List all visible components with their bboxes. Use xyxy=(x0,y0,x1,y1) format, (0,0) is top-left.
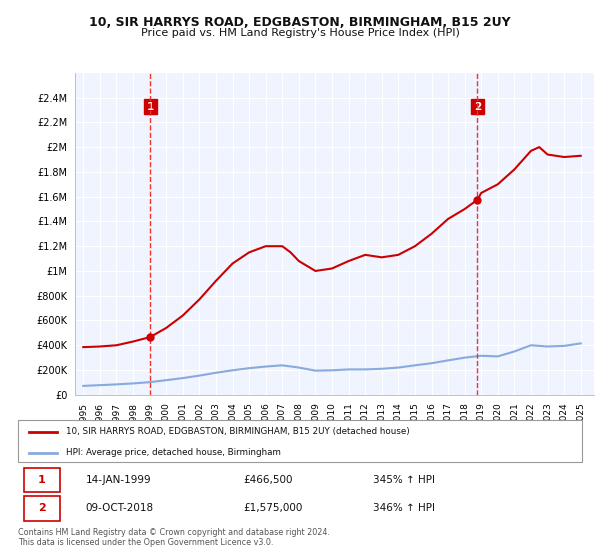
Text: 1: 1 xyxy=(38,475,46,485)
Text: 1: 1 xyxy=(146,101,154,111)
Text: 2: 2 xyxy=(474,101,481,111)
Text: £466,500: £466,500 xyxy=(244,475,293,485)
FancyBboxPatch shape xyxy=(23,468,60,492)
Text: HPI: Average price, detached house, Birmingham: HPI: Average price, detached house, Birm… xyxy=(66,448,281,458)
Text: 345% ↑ HPI: 345% ↑ HPI xyxy=(373,475,436,485)
Text: 2: 2 xyxy=(38,503,46,514)
FancyBboxPatch shape xyxy=(18,420,582,462)
Text: 10, SIR HARRYS ROAD, EDGBASTON, BIRMINGHAM, B15 2UY (detached house): 10, SIR HARRYS ROAD, EDGBASTON, BIRMINGH… xyxy=(66,427,410,436)
Text: 10, SIR HARRYS ROAD, EDGBASTON, BIRMINGHAM, B15 2UY: 10, SIR HARRYS ROAD, EDGBASTON, BIRMINGH… xyxy=(89,16,511,29)
Text: Price paid vs. HM Land Registry's House Price Index (HPI): Price paid vs. HM Land Registry's House … xyxy=(140,28,460,38)
Text: 346% ↑ HPI: 346% ↑ HPI xyxy=(373,503,436,514)
Text: 09-OCT-2018: 09-OCT-2018 xyxy=(86,503,154,514)
FancyBboxPatch shape xyxy=(23,496,60,521)
Text: 14-JAN-1999: 14-JAN-1999 xyxy=(86,475,151,485)
Text: Contains HM Land Registry data © Crown copyright and database right 2024.
This d: Contains HM Land Registry data © Crown c… xyxy=(18,528,330,547)
Text: £1,575,000: £1,575,000 xyxy=(244,503,303,514)
